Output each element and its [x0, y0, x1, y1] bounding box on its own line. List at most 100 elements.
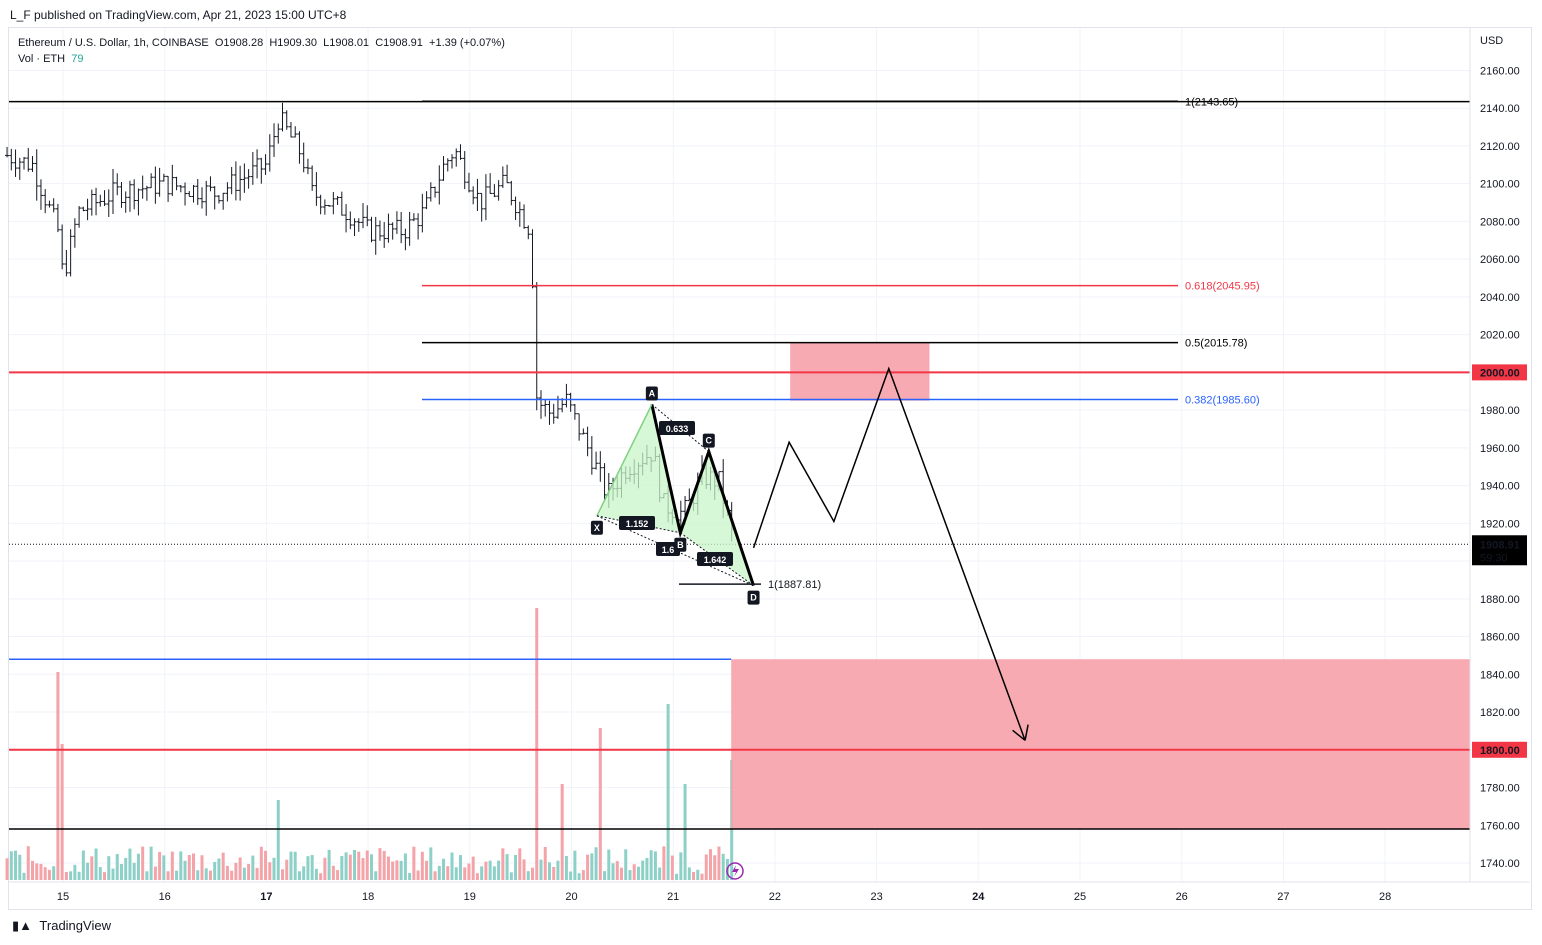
volume-bar — [420, 851, 424, 880]
ratio-label: 1.642 — [704, 555, 727, 565]
volume-bar — [107, 856, 111, 880]
x-tick-label: 24 — [972, 891, 985, 903]
lightning-icon — [732, 865, 739, 877]
footer[interactable]: ▮▲ TradingView — [12, 918, 111, 934]
volume-bar — [242, 867, 246, 880]
x-tick-label: 28 — [1379, 891, 1391, 903]
volume-bar — [594, 847, 598, 880]
volume-bar — [166, 871, 170, 880]
volume-bar — [35, 863, 39, 880]
pattern-point-badge — [674, 537, 687, 552]
volume-bar — [717, 846, 721, 880]
footer-brand: TradingView — [39, 918, 111, 933]
volume-bar — [281, 869, 285, 880]
pattern-point-C: C — [706, 436, 713, 446]
volume-bar — [306, 856, 310, 880]
volume-bar — [569, 871, 573, 880]
volume-bar — [607, 849, 611, 880]
volume-bar — [670, 855, 674, 880]
volume-bar — [361, 858, 365, 880]
volume-bar — [230, 870, 234, 880]
volume-bar — [310, 855, 314, 880]
time-axis: 15 16 17 18 19 20 21 22 23 24 25 26 27 28 — [9, 862, 1530, 903]
x-tick-label: 25 — [1074, 891, 1086, 903]
volume-bar — [446, 866, 450, 880]
y-tick-label: 2160.00 — [1480, 65, 1520, 77]
price-label: 1800.00 — [1480, 745, 1520, 757]
chart-legend: Ethereum / U.S. Dollar, 1h, COINBASE O19… — [18, 35, 505, 67]
volume-bar — [535, 608, 539, 880]
volume-bar — [111, 868, 115, 880]
projection-path — [752, 366, 1029, 741]
x-tick-label: 27 — [1277, 891, 1289, 903]
volume-bar — [323, 857, 327, 880]
y-tick-label: 1760.00 — [1480, 820, 1520, 832]
volume-bar — [77, 871, 81, 880]
y-tick-label: 2020.00 — [1480, 330, 1520, 342]
volume-bar — [713, 855, 717, 880]
volume-bar — [103, 872, 107, 880]
volume-bar — [653, 851, 657, 880]
y-tick-label: 2080.00 — [1480, 216, 1520, 228]
volume-bar — [497, 860, 501, 880]
volume-bar — [649, 850, 653, 880]
x-tick-label: 17 — [260, 891, 272, 903]
volume-bar — [268, 862, 272, 880]
fib-level-label: 0.5(2015.78) — [1185, 338, 1247, 350]
volume-bar — [675, 873, 679, 880]
volume-bar — [128, 848, 132, 880]
pattern-point-B: B — [677, 540, 684, 550]
volume-bar — [73, 864, 77, 880]
volume-bar — [475, 873, 479, 880]
volume-bar — [39, 863, 43, 880]
volume-bar — [374, 871, 378, 880]
ratio-label: 0.633 — [666, 424, 689, 434]
candles — [5, 102, 734, 542]
volume-bar — [200, 855, 204, 880]
volume-bar — [162, 855, 166, 880]
y-tick-label: 1860.00 — [1480, 632, 1520, 644]
volume-bar — [348, 854, 352, 880]
volume-bar — [450, 852, 454, 880]
volume-bar — [454, 867, 458, 880]
x-tick-label: 16 — [159, 891, 171, 903]
ratio-label: 1.6 — [662, 545, 675, 555]
volume-bar — [365, 850, 369, 880]
legend-symbol-row: Ethereum / U.S. Dollar, 1h, COINBASE O19… — [18, 35, 505, 51]
pattern-point-badge — [702, 433, 715, 448]
volume-bar — [86, 862, 90, 880]
y-tick-label: 1880.00 — [1480, 594, 1520, 606]
last-price-badge — [1472, 535, 1527, 566]
legend-symbol: Ethereum / U.S. Dollar, 1h, COINBASE — [18, 37, 209, 49]
volume-bar — [531, 867, 535, 880]
volume-bar — [636, 866, 640, 880]
volume-bar — [149, 846, 153, 880]
volume-bar — [247, 864, 251, 880]
volume-bar — [293, 851, 297, 880]
volume-bar — [467, 863, 471, 880]
volume-bar — [620, 867, 624, 880]
volume-bar — [704, 854, 708, 880]
tv-logo-icon: ▮▲ — [12, 918, 33, 933]
volume-bar — [433, 871, 437, 880]
y-tick-label: 2120.00 — [1480, 141, 1520, 153]
volume-bar — [484, 861, 488, 880]
volume-bar — [9, 851, 13, 880]
volume-bar — [416, 870, 420, 880]
legend-open: O1908.28 — [214, 37, 264, 49]
pattern-point-A: A — [649, 388, 656, 398]
publisher-header: L_F published on TradingView.com, Apr 21… — [10, 8, 347, 22]
last-price-label: 1908.91 — [1480, 539, 1520, 551]
volume-bar — [255, 867, 259, 880]
chart-frame[interactable] — [8, 27, 1532, 910]
volume-bar — [586, 854, 590, 880]
volume-bar — [183, 860, 187, 880]
ratio-badge — [619, 516, 655, 530]
x-tick-label: 18 — [362, 891, 374, 903]
projection-arrowhead — [1012, 729, 1026, 741]
ratio-label: 1.152 — [626, 519, 649, 529]
volume-bar — [234, 862, 238, 880]
volume-bar — [272, 857, 276, 880]
volume-bar — [30, 860, 34, 880]
